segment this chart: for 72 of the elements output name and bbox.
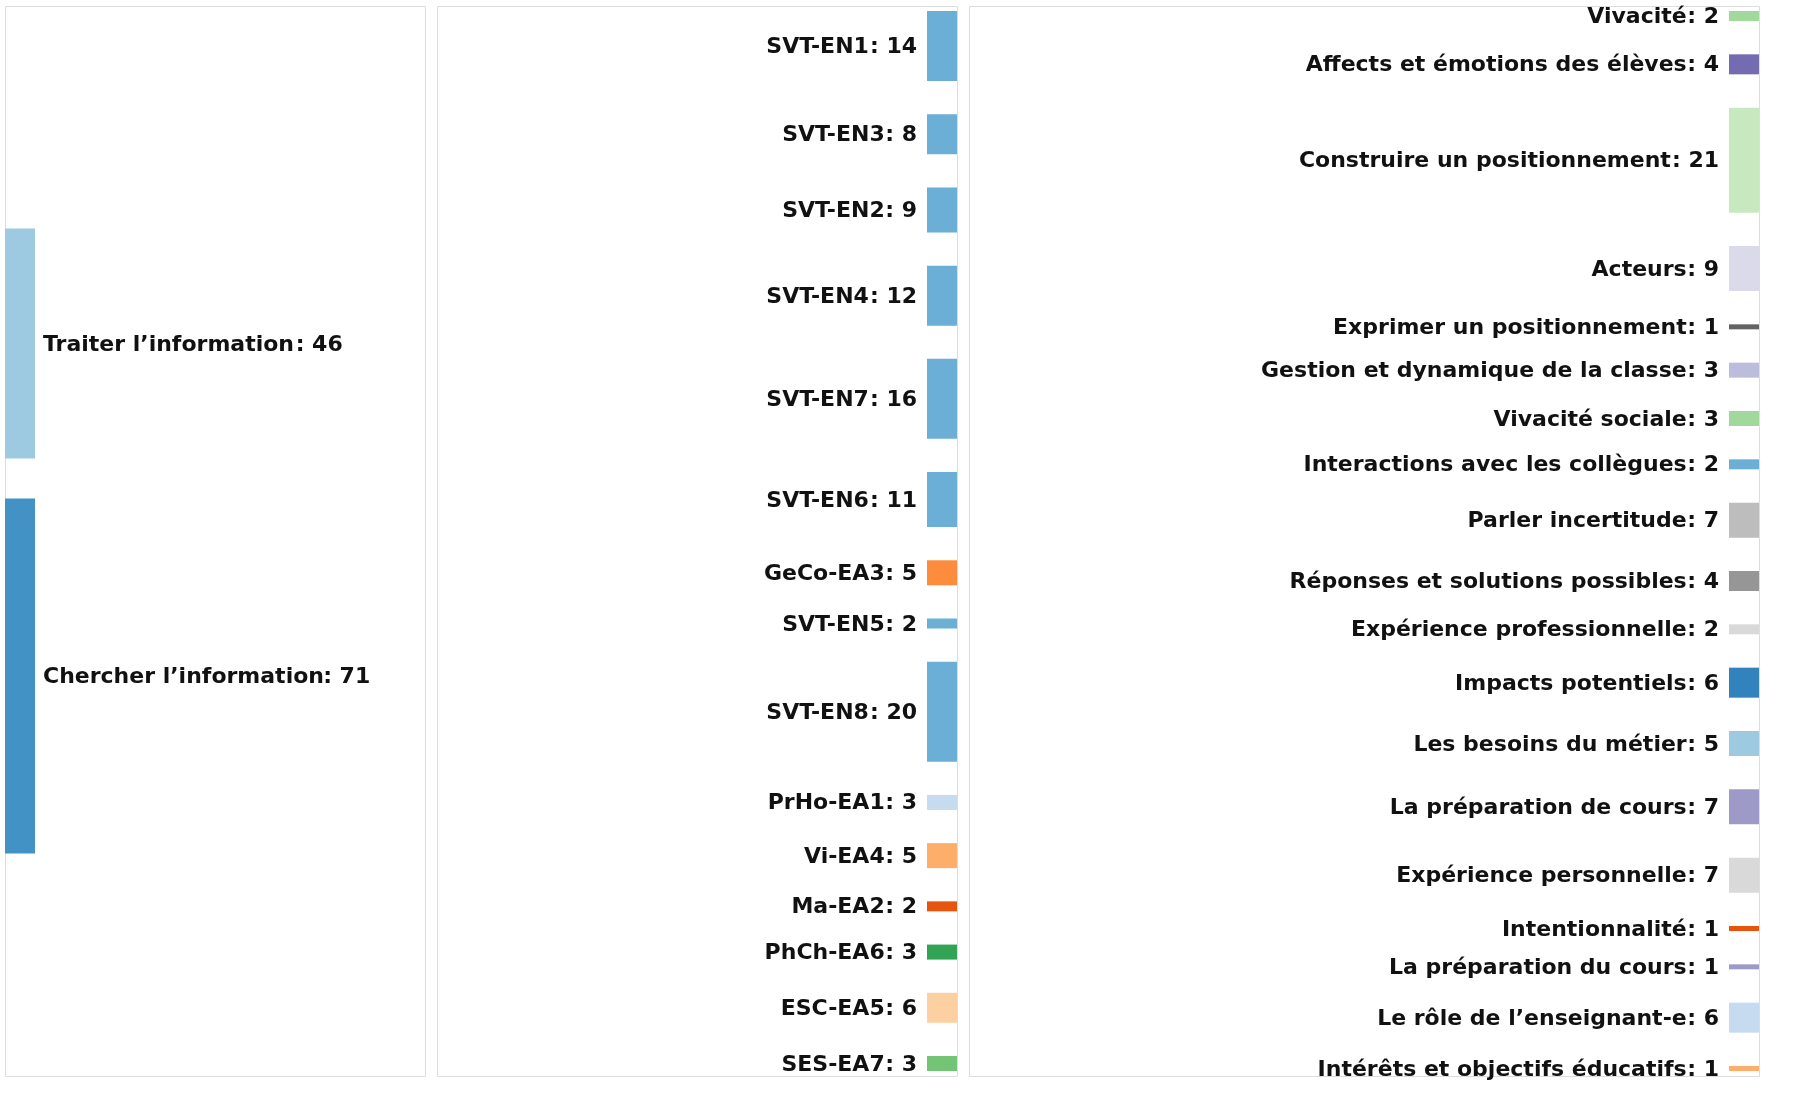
data-label: : 2 bbox=[1687, 451, 1719, 477]
category-label: Le rôle de l’enseignant-e bbox=[1377, 1004, 1687, 1030]
data-label: : 8 bbox=[885, 121, 917, 147]
category-label: Construire un positionnement bbox=[1298, 147, 1672, 173]
data-label: : 14 bbox=[869, 33, 917, 58]
data-label: : 21 bbox=[1671, 147, 1719, 173]
data-label: : 3 bbox=[885, 789, 917, 815]
data-label: : 7 bbox=[1687, 862, 1719, 888]
data-label: : 6 bbox=[1687, 669, 1719, 695]
data-label: : 6 bbox=[885, 994, 917, 1020]
category-label: Intérêts et objectifs éducatifs bbox=[1317, 1055, 1687, 1081]
data-label: : 1 bbox=[1687, 953, 1719, 979]
data-label: : 9 bbox=[1687, 255, 1719, 281]
data-label: : 5 bbox=[1687, 730, 1719, 756]
data-label: : 2 bbox=[885, 610, 917, 636]
data-label: : 3 bbox=[885, 1050, 917, 1076]
category-label: Ma-EA2 bbox=[791, 893, 885, 919]
category-label: SVT-EN4 bbox=[766, 282, 869, 308]
category-label: Expérience personnelle bbox=[1396, 862, 1687, 888]
data-label: : 11 bbox=[869, 486, 917, 512]
category-label: Exprimer un positionnement bbox=[1333, 313, 1688, 339]
category-label: SVT-EN1 bbox=[766, 33, 869, 58]
data-label: : 5 bbox=[885, 842, 917, 868]
category-label: GeCo-EA3 bbox=[763, 559, 885, 585]
category-label: SVT-EN7 bbox=[766, 385, 869, 411]
data-label: : 20 bbox=[869, 698, 917, 724]
category-label: Traiter l’information bbox=[43, 330, 295, 356]
category-label: SVT-EN5 bbox=[782, 610, 885, 636]
category-label: La préparation de cours bbox=[1389, 793, 1687, 819]
data-label: : 9 bbox=[885, 196, 917, 222]
data-label: : 2 bbox=[1687, 616, 1719, 642]
category-label: Parler incertitude bbox=[1467, 507, 1687, 533]
data-label: : 1 bbox=[1687, 915, 1719, 941]
category-label: La préparation du cours bbox=[1389, 953, 1687, 979]
category-label: Impacts potentiels bbox=[1455, 669, 1687, 695]
data-label: : 7 bbox=[1687, 507, 1719, 533]
category-label: SVT-EN2 bbox=[782, 196, 885, 222]
category-label: Acteurs bbox=[1591, 255, 1687, 281]
category-label: Vi-EA4 bbox=[804, 842, 885, 868]
category-label: SVT-EN3 bbox=[782, 121, 885, 147]
category-label: SVT-EN8 bbox=[766, 698, 869, 724]
category-label: Réponses et solutions possibles bbox=[1289, 568, 1687, 593]
category-label: Chercher l’information bbox=[43, 663, 324, 688]
category-label: Interactions avec les collègues bbox=[1303, 451, 1687, 477]
data-label: : 2 bbox=[885, 893, 917, 919]
data-label: : 46 bbox=[295, 330, 343, 356]
category-label: ESC-EA5 bbox=[780, 994, 885, 1020]
category-label: Affects et émotions des élèves bbox=[1305, 51, 1687, 77]
data-label: : 2 bbox=[1687, 3, 1719, 28]
category-label: Intentionnalité bbox=[1501, 915, 1687, 941]
data-label: : 3 bbox=[1687, 357, 1719, 383]
category-label: Les besoins du métier bbox=[1413, 730, 1687, 756]
data-label: : 4 bbox=[1687, 568, 1719, 593]
category-label: Vivacité sociale bbox=[1493, 405, 1687, 431]
category-label: PhCh-EA6 bbox=[764, 939, 885, 965]
data-label: : 1 bbox=[1687, 1055, 1719, 1081]
category-label: SVT-EN6 bbox=[766, 486, 869, 512]
data-label: : 3 bbox=[1687, 405, 1719, 431]
data-label: : 4 bbox=[1687, 51, 1719, 77]
data-label: : 5 bbox=[885, 559, 917, 585]
data-label: : 71 bbox=[323, 663, 371, 688]
category-label: Gestion et dynamique de la classe bbox=[1261, 357, 1687, 383]
data-label: : 7 bbox=[1687, 793, 1719, 819]
category-label: PrHo-EA1 bbox=[767, 789, 885, 815]
category-label: Vivacité bbox=[1587, 3, 1687, 28]
data-label: : 16 bbox=[869, 385, 917, 411]
data-label: : 6 bbox=[1687, 1004, 1719, 1030]
data-label: : 12 bbox=[869, 282, 917, 308]
data-label: : 3 bbox=[885, 939, 917, 965]
category-label: Expérience professionnelle bbox=[1350, 616, 1687, 642]
data-label: : 1 bbox=[1687, 313, 1719, 339]
category-label: SES-EA7 bbox=[781, 1050, 885, 1076]
